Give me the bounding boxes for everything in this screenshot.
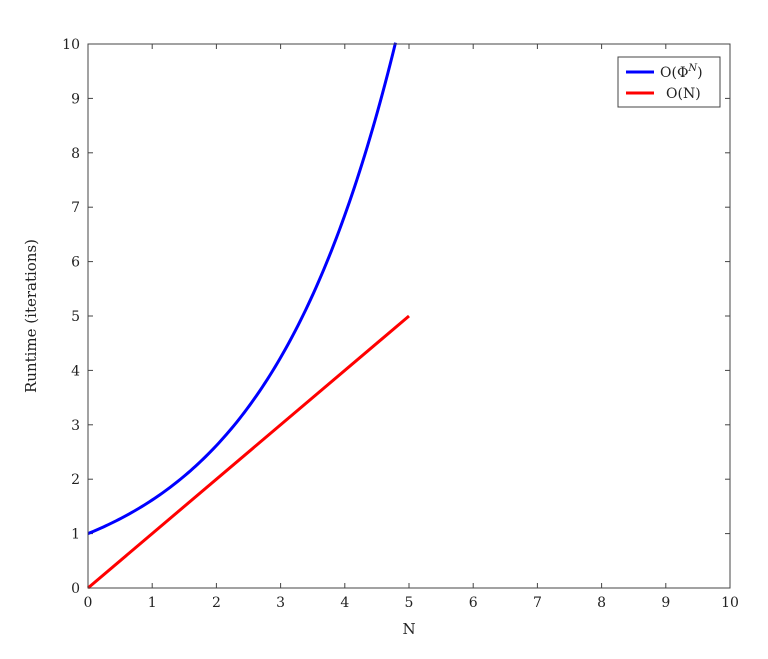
y-tick-label: 5	[71, 309, 80, 325]
y-tick-label: 9	[71, 91, 80, 107]
y-tick-label: 3	[71, 418, 80, 434]
x-tick-label: 4	[340, 595, 349, 611]
y-tick-label: 1	[71, 527, 80, 543]
x-axis-label: N	[402, 620, 415, 638]
x-tick-label: 6	[469, 595, 478, 611]
legend-label-phi-sup: N	[687, 63, 698, 74]
legend-label-phi-tail: )	[697, 65, 702, 81]
tick-group: 0 1 2 3 4 5 6 7 8 9 10 0 1 2 3 4 5 6 7 8 9 10	[62, 37, 739, 611]
y-tick-label: 4	[71, 363, 80, 379]
series-group	[87, 42, 410, 590]
x-tick-label: 2	[212, 595, 221, 611]
x-tick-label: 10	[721, 595, 739, 611]
y-tick-label: 6	[71, 255, 80, 271]
x-tick-label: 8	[597, 595, 606, 611]
legend-label-phi-base: O(Φ	[660, 65, 688, 81]
x-tick-label: 9	[661, 595, 670, 611]
y-tick-label: 7	[71, 200, 80, 216]
legend-label-linear: O(N)	[666, 86, 701, 102]
x-tick-label: 3	[276, 595, 285, 611]
legend: O(ΦN) O(N)	[617, 56, 721, 108]
y-tick-label: 10	[62, 37, 80, 53]
legend-box	[617, 56, 721, 108]
y-tick-label: 2	[71, 472, 80, 488]
series-line-linear	[87, 314, 410, 590]
x-tick-label: 5	[405, 595, 414, 611]
legend-label-phi: O(ΦN)	[660, 63, 703, 81]
series-line-phi	[87, 42, 397, 535]
x-tick-label: 7	[533, 595, 542, 611]
y-axis-label: Runtime (iterations)	[22, 239, 40, 393]
x-tick-label: 1	[148, 595, 157, 611]
x-tick-label: 0	[84, 595, 93, 611]
y-tick-label: 0	[71, 581, 80, 597]
plot-frame	[87, 43, 731, 589]
y-tick-label: 8	[71, 146, 80, 162]
